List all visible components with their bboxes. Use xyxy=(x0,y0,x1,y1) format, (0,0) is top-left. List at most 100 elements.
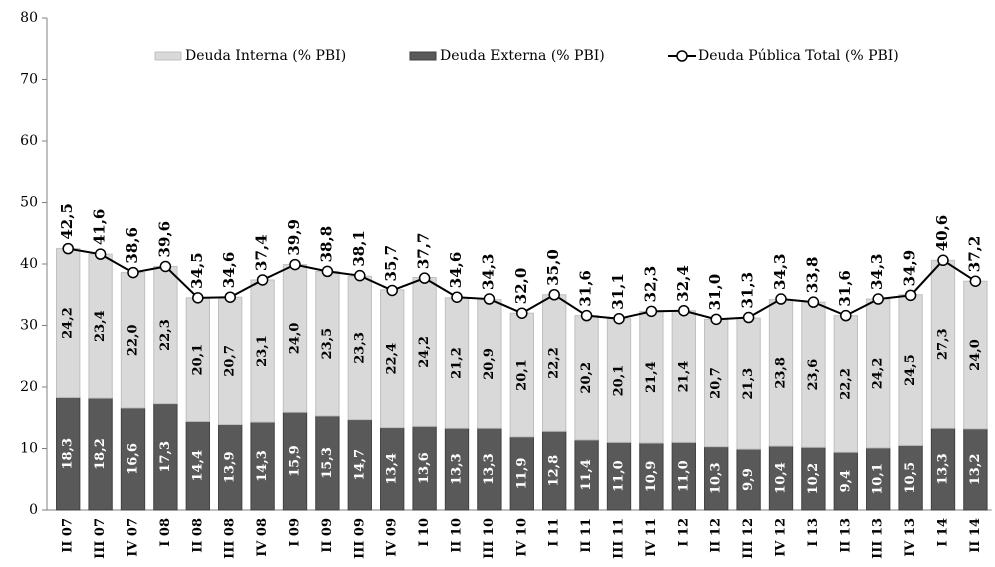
x-tick-label: IV 10 xyxy=(514,518,529,557)
bar-value-label: 21,2 xyxy=(450,347,465,379)
legend-label: Deuda Interna (% PBI) xyxy=(185,48,346,64)
bar-value-label: 13,4 xyxy=(385,453,400,485)
bar-value-label: 22,2 xyxy=(547,347,562,379)
y-tick-label: 40 xyxy=(20,256,38,272)
line-value-label: 38,8 xyxy=(317,226,335,263)
y-tick-label: 10 xyxy=(20,441,38,457)
x-tick-label: II 08 xyxy=(190,518,205,553)
line-value-label: 34,6 xyxy=(447,252,465,289)
bar-value-label: 23,1 xyxy=(255,335,270,367)
x-tick-label: IV 07 xyxy=(126,518,141,557)
line-marker xyxy=(742,311,755,324)
bar-value-label: 20,7 xyxy=(709,367,724,399)
line-value-label: 31,6 xyxy=(577,270,595,307)
line-value-label: 40,6 xyxy=(933,215,951,252)
bar-value-label: 24,5 xyxy=(903,354,918,386)
bar-value-label: 10,1 xyxy=(871,463,886,495)
line-value-label: 38,6 xyxy=(123,227,141,264)
line-value-label: 32,3 xyxy=(641,266,659,303)
line-value-label: 34,9 xyxy=(901,250,919,287)
legend-label: Deuda Pública Total (% PBI) xyxy=(698,48,899,64)
x-tick-label: IV 09 xyxy=(385,518,400,557)
bar-value-label: 22,0 xyxy=(126,324,141,356)
bar-value-label: 20,7 xyxy=(223,345,238,377)
bar-value-label: 11,4 xyxy=(579,459,594,491)
line-marker xyxy=(451,291,463,303)
x-tick-label: III 13 xyxy=(871,518,886,559)
bar-value-label: 12,8 xyxy=(547,455,562,487)
bar-value-label: 20,9 xyxy=(482,348,497,380)
bar-value-label: 14,7 xyxy=(352,449,367,481)
line-marker xyxy=(580,309,593,322)
x-tick-label: II 09 xyxy=(320,518,335,553)
x-tick-label: IV 13 xyxy=(903,518,918,557)
x-tick-label: III 11 xyxy=(612,518,627,559)
bar-value-label: 10,3 xyxy=(709,462,724,494)
legend-label: Deuda Externa (% PBI) xyxy=(440,48,605,64)
x-tick-label: IV 08 xyxy=(255,518,270,557)
line-value-label: 38,1 xyxy=(350,230,368,267)
bar-value-label: 24,2 xyxy=(871,358,886,390)
bar-value-label: 20,1 xyxy=(612,365,627,397)
bar-value-label: 23,4 xyxy=(93,310,108,342)
line-marker xyxy=(872,293,884,305)
bar-value-label: 13,3 xyxy=(450,453,465,485)
bar-value-label: 17,3 xyxy=(158,441,173,473)
x-tick-label: I 14 xyxy=(936,518,951,547)
line-value-label: 34,3 xyxy=(479,254,497,291)
line-value-label: 31,1 xyxy=(609,273,627,310)
x-tick-label: I 10 xyxy=(417,518,432,547)
line-marker xyxy=(904,289,917,302)
bar-value-label: 21,4 xyxy=(676,361,691,393)
y-tick-label: 80 xyxy=(20,10,38,26)
line-marker xyxy=(645,305,658,318)
line-marker xyxy=(678,304,690,317)
bar-value-label: 21,4 xyxy=(644,361,659,393)
bar-value-label: 18,3 xyxy=(61,438,76,470)
bar-value-label: 27,3 xyxy=(936,328,951,360)
line-value-label: 34,5 xyxy=(188,252,206,289)
line-value-label: 34,3 xyxy=(868,254,886,291)
bar-value-label: 14,4 xyxy=(190,450,205,482)
line-value-label: 32,4 xyxy=(674,265,692,302)
line-marker xyxy=(159,260,172,273)
line-marker xyxy=(62,242,74,255)
line-value-label: 37,4 xyxy=(253,234,271,271)
bar-value-label: 13,2 xyxy=(968,454,983,486)
bar-value-label: 13,3 xyxy=(936,453,951,485)
line-value-label: 33,8 xyxy=(803,257,821,294)
line-marker xyxy=(94,248,107,260)
line-value-label: 31,3 xyxy=(739,272,757,309)
line-value-label: 37,7 xyxy=(415,233,433,270)
bar-value-label: 23,8 xyxy=(774,357,789,389)
bar-value-label: 21,3 xyxy=(741,368,756,400)
line-marker xyxy=(937,254,949,267)
line-marker xyxy=(321,265,334,278)
bar-value-label: 23,6 xyxy=(806,359,821,391)
x-tick-label: III 10 xyxy=(482,518,497,559)
line-value-label: 35,0 xyxy=(544,249,562,286)
bar-value-label: 11,0 xyxy=(676,460,691,492)
x-tick-label: I 12 xyxy=(676,518,691,547)
x-tick-label: IV 11 xyxy=(644,518,659,557)
line-marker xyxy=(775,293,787,305)
line-value-label: 42,5 xyxy=(58,203,76,240)
line-marker xyxy=(127,266,139,279)
line-marker xyxy=(807,296,820,308)
bar-value-label: 24,0 xyxy=(288,323,303,355)
line-marker xyxy=(483,293,496,305)
x-tick-label: II 12 xyxy=(709,518,724,553)
x-tick-label: III 08 xyxy=(223,518,238,559)
bar-value-label: 11,0 xyxy=(612,460,627,492)
y-tick-label: 50 xyxy=(20,195,38,211)
bar-value-label: 23,5 xyxy=(320,328,335,360)
x-tick-label: I 08 xyxy=(158,518,173,547)
x-tick-label: II 11 xyxy=(579,518,594,553)
x-tick-label: II 13 xyxy=(838,518,853,553)
bar-value-label: 23,3 xyxy=(352,332,367,364)
bar-value-label: 16,6 xyxy=(126,443,141,475)
bar-value-label: 14,3 xyxy=(255,450,270,482)
line-marker xyxy=(224,291,236,303)
line-marker xyxy=(548,289,560,301)
